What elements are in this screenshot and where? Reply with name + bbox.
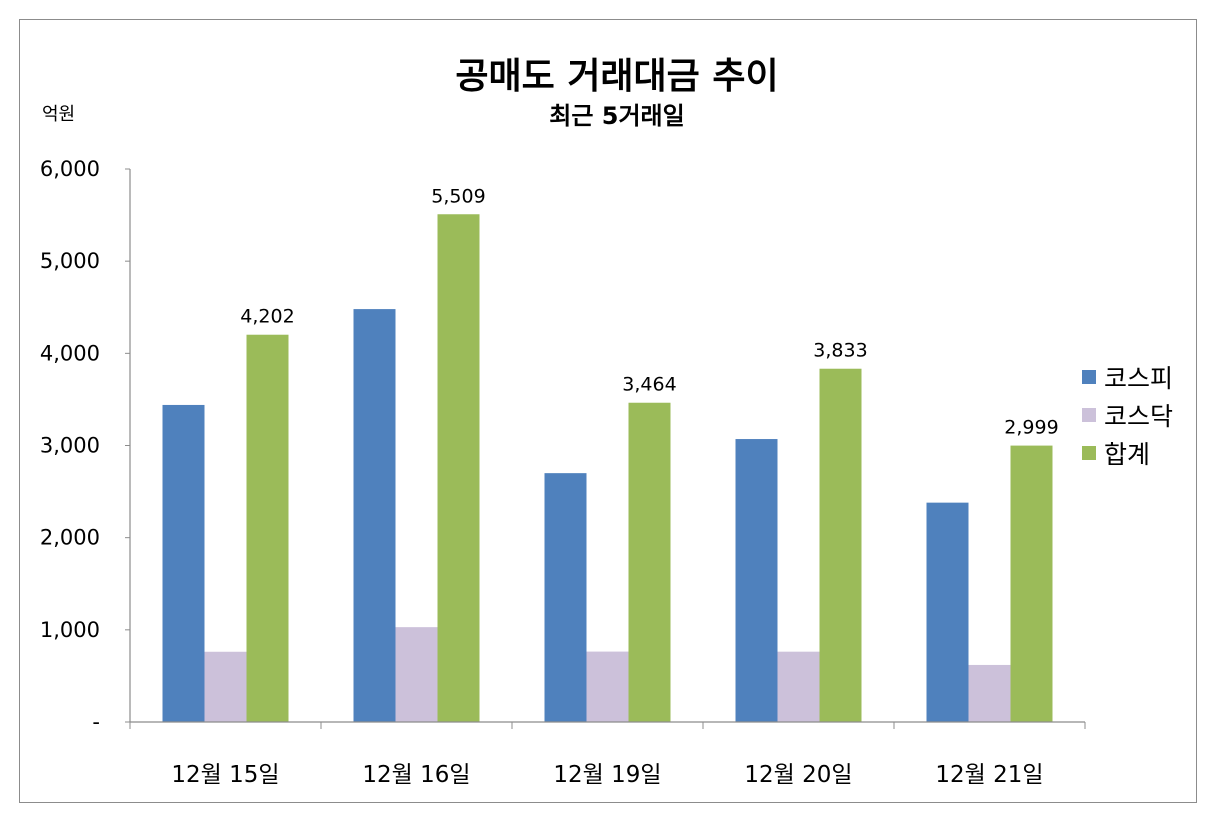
- chart-frame: 공매도 거래대금 추이 최근 5거래일 억원 - 1,000 2,000 3,000 4…: [19, 19, 1197, 803]
- data-label: 5,509: [431, 185, 485, 207]
- data-label: 2,999: [1004, 417, 1058, 439]
- bar-합계: [819, 368, 862, 722]
- bar-합계: [246, 334, 289, 722]
- chart-subtitle: 최근 5거래일: [549, 102, 684, 130]
- data-label: 4,202: [240, 306, 294, 328]
- chart-canvas: 공매도 거래대금 추이 최근 5거래일 억원 - 1,000 2,000 3,000 4…: [40, 56, 1173, 788]
- bar-합계: [1010, 445, 1053, 722]
- x-tick-label: 12월 21일: [935, 762, 1043, 788]
- x-tick-label: 12월 20일: [744, 762, 852, 788]
- bar-합계: [437, 214, 480, 722]
- bar-코스닥: [777, 651, 820, 722]
- data-label: 3,464: [622, 374, 676, 396]
- legend-label: 코스닥: [1104, 402, 1173, 431]
- legend-swatch-코스닥: [1082, 408, 1096, 422]
- bar-코스피: [353, 309, 396, 722]
- legend-swatch-코스피: [1082, 370, 1096, 384]
- bar-코스피: [735, 439, 778, 722]
- bar-코스닥: [586, 651, 629, 722]
- bar-합계: [628, 402, 671, 722]
- y-tick-label: 6,000: [40, 157, 100, 181]
- x-tick-label: 12월 15일: [171, 762, 279, 788]
- bar-코스피: [544, 473, 587, 722]
- x-tick-label: 12월 16일: [362, 762, 470, 788]
- y-axis-unit-label: 억원: [42, 104, 75, 125]
- y-tick-label: 4,000: [40, 341, 100, 365]
- legend-label: 합계: [1104, 440, 1150, 469]
- legend-swatch-합계: [1082, 446, 1096, 460]
- x-tick-label: 12월 19일: [553, 762, 661, 788]
- data-label: 3,833: [813, 340, 867, 362]
- y-tick-label: 1,000: [40, 618, 100, 642]
- chart-title: 공매도 거래대금 추이: [455, 56, 778, 97]
- bar-코스닥: [968, 664, 1011, 722]
- y-tick-label: 5,000: [40, 249, 100, 273]
- bar-코스피: [926, 502, 969, 722]
- bar-코스피: [162, 404, 205, 722]
- legend-label: 코스피: [1104, 364, 1173, 393]
- y-tick-label: 2,000: [40, 526, 100, 550]
- y-tick-label: -: [92, 710, 100, 734]
- bar-코스닥: [395, 627, 438, 722]
- y-tick-label: 3,000: [40, 434, 100, 458]
- bar-코스닥: [204, 651, 247, 722]
